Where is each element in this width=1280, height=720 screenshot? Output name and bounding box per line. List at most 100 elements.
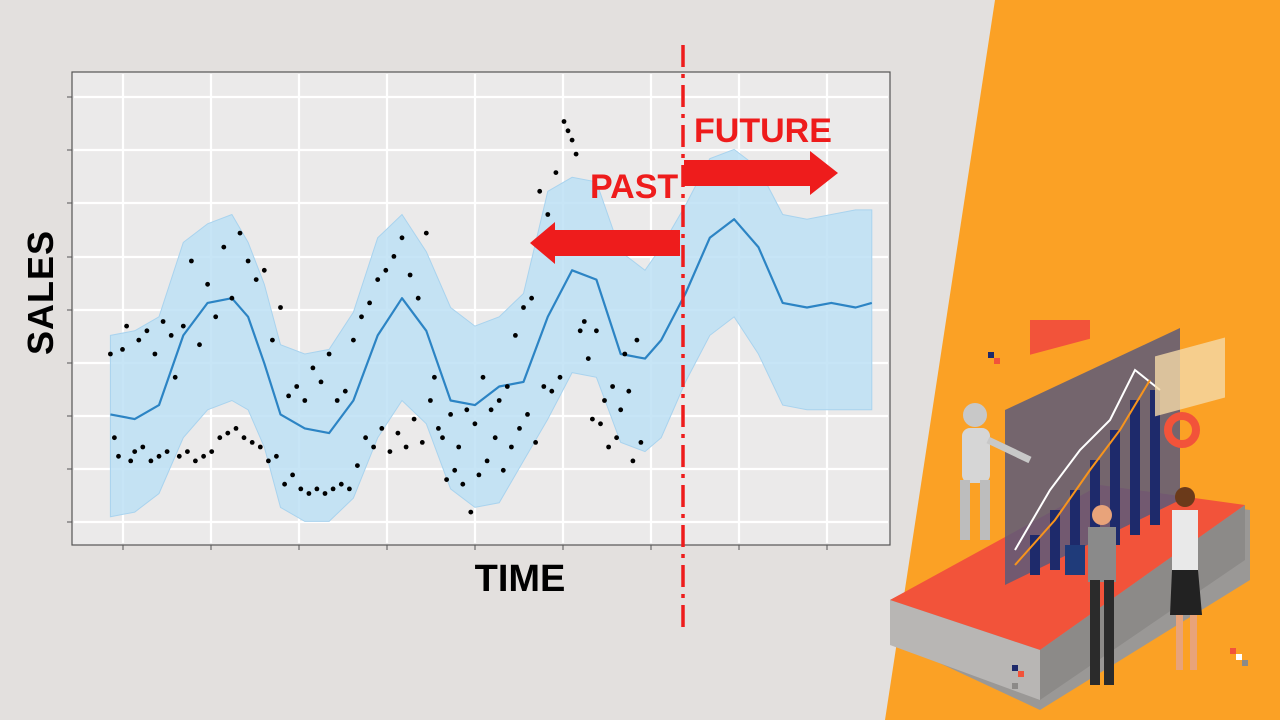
data-point bbox=[116, 453, 121, 459]
data-point bbox=[152, 351, 158, 357]
data-point bbox=[533, 440, 538, 445]
data-point bbox=[112, 435, 117, 441]
y-axis-label: SALES bbox=[20, 229, 61, 355]
data-point bbox=[500, 467, 506, 473]
data-point bbox=[144, 328, 150, 334]
data-point bbox=[274, 453, 279, 459]
data-point bbox=[261, 267, 267, 273]
data-point bbox=[176, 453, 182, 459]
data-point bbox=[172, 374, 178, 380]
data-point bbox=[290, 472, 295, 478]
data-point bbox=[342, 388, 348, 394]
dashboard-bars bbox=[1030, 390, 1160, 575]
data-point bbox=[306, 491, 312, 496]
data-point bbox=[136, 337, 142, 343]
data-point bbox=[525, 412, 530, 417]
data-point bbox=[286, 393, 291, 399]
data-point bbox=[391, 254, 397, 259]
data-point bbox=[423, 230, 429, 236]
data-point bbox=[201, 453, 207, 459]
dashboard-line-white bbox=[1014, 368, 1161, 551]
pixel-decoration bbox=[988, 352, 1248, 689]
data-point bbox=[403, 444, 409, 450]
data-point bbox=[488, 407, 494, 413]
confidence-band bbox=[109, 148, 873, 522]
data-point bbox=[622, 351, 628, 357]
data-point bbox=[614, 435, 619, 441]
data-point bbox=[148, 458, 154, 464]
data-point bbox=[164, 449, 170, 454]
data-point bbox=[189, 258, 194, 264]
uncertainty-band bbox=[109, 148, 873, 522]
data-point bbox=[610, 384, 615, 389]
data-point bbox=[468, 509, 474, 515]
data-point bbox=[347, 486, 352, 492]
data-point bbox=[294, 384, 300, 389]
data-point bbox=[266, 458, 271, 464]
data-point bbox=[253, 277, 259, 282]
data-point bbox=[476, 472, 482, 478]
data-point bbox=[205, 281, 211, 287]
data-point bbox=[245, 258, 251, 264]
data-point bbox=[573, 151, 579, 157]
data-point bbox=[460, 481, 466, 487]
data-point bbox=[634, 337, 640, 343]
data-point bbox=[351, 337, 356, 343]
donut-chart-icon bbox=[1164, 412, 1200, 448]
data-point bbox=[492, 435, 498, 441]
data-point bbox=[221, 244, 227, 250]
data-point bbox=[484, 458, 490, 464]
data-point bbox=[180, 323, 186, 329]
annotation-layer bbox=[530, 45, 838, 632]
data-point bbox=[407, 272, 413, 278]
data-point bbox=[638, 440, 644, 445]
data-point bbox=[537, 188, 543, 194]
data-point bbox=[168, 333, 174, 338]
data-point bbox=[197, 342, 202, 348]
data-point bbox=[237, 230, 243, 236]
data-point bbox=[156, 453, 162, 459]
floating-panel-orange bbox=[1030, 320, 1090, 355]
data-point bbox=[383, 267, 389, 273]
data-point bbox=[553, 170, 559, 176]
data-point bbox=[529, 295, 534, 301]
data-point bbox=[213, 314, 219, 320]
data-point bbox=[496, 398, 502, 403]
data-point bbox=[322, 491, 328, 496]
data-point bbox=[318, 379, 324, 385]
future-label: FUTURE bbox=[694, 112, 832, 150]
data-point bbox=[606, 444, 611, 450]
data-point bbox=[452, 467, 458, 473]
data-point bbox=[517, 426, 522, 431]
data-point bbox=[209, 449, 215, 454]
data-point bbox=[598, 421, 603, 427]
data-point bbox=[464, 407, 470, 413]
data-point bbox=[334, 398, 340, 403]
platform-side bbox=[890, 600, 1040, 700]
data-point bbox=[577, 328, 583, 334]
data-point bbox=[419, 440, 425, 445]
data-point bbox=[185, 449, 190, 454]
data-point bbox=[626, 388, 632, 394]
floating-panel-chart bbox=[1155, 337, 1225, 417]
data-point bbox=[509, 444, 514, 450]
data-point bbox=[241, 435, 247, 441]
data-point bbox=[448, 412, 453, 417]
data-point bbox=[108, 351, 113, 357]
data-point bbox=[363, 435, 368, 441]
data-point bbox=[132, 449, 138, 454]
dashboard-line-orange bbox=[1014, 379, 1151, 566]
data-point bbox=[330, 486, 336, 492]
data-point bbox=[590, 416, 595, 422]
trend-line-layer bbox=[110, 218, 873, 435]
data-point bbox=[428, 398, 433, 403]
past-label: PAST bbox=[590, 168, 679, 206]
data-point bbox=[618, 407, 624, 413]
data-point bbox=[302, 398, 308, 403]
data-point bbox=[549, 388, 555, 394]
trend-line bbox=[110, 218, 873, 435]
data-point bbox=[367, 300, 372, 306]
data-point bbox=[557, 374, 563, 380]
